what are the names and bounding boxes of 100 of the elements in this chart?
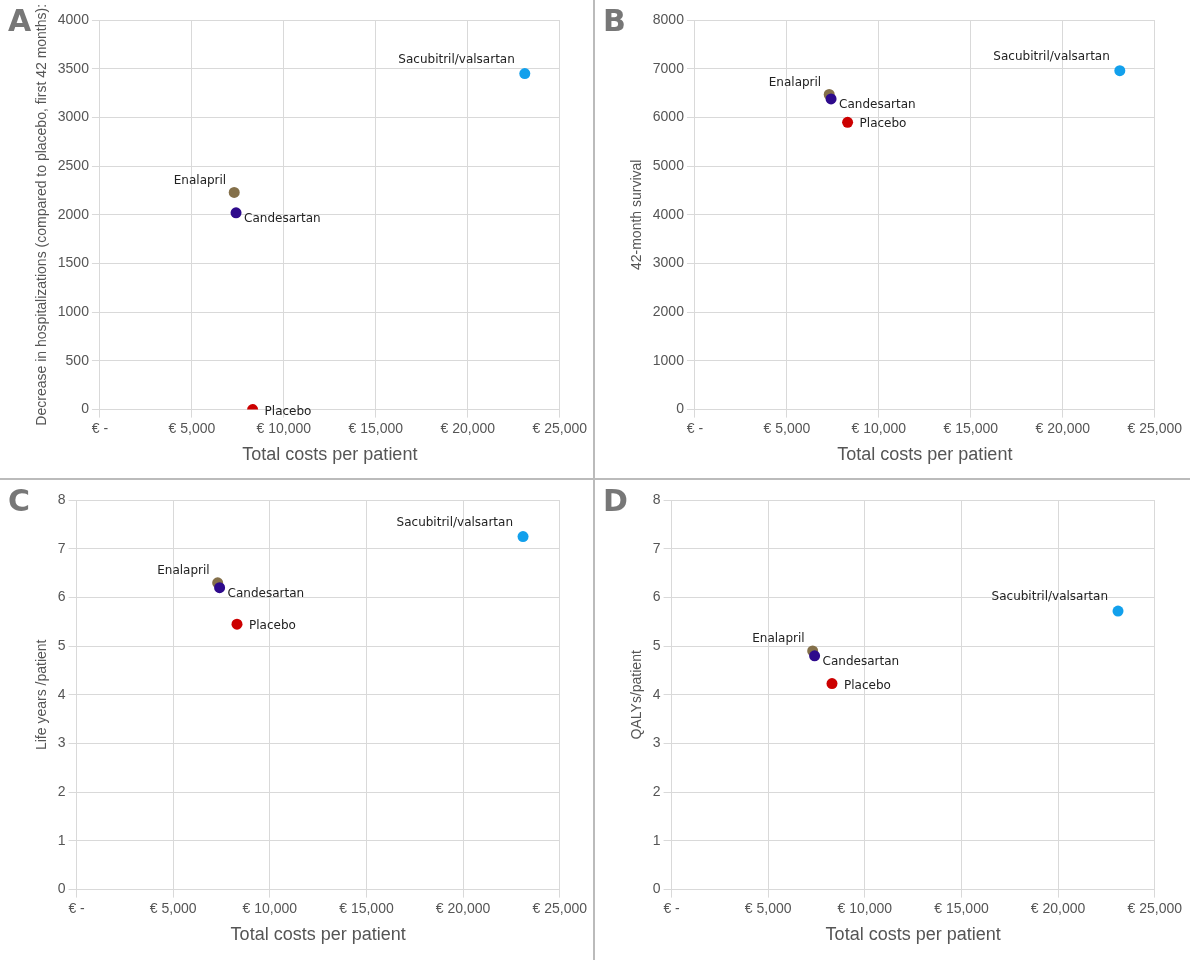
x-tick-label: € 5,000	[744, 899, 792, 916]
y-tick-label: 6	[57, 588, 66, 605]
x-axis-title: Total costs per patient	[230, 924, 406, 945]
x-axis-title: Total costs per patient	[837, 444, 1013, 465]
x-tick-label: € 15,000	[943, 419, 999, 436]
x-tick-label: € -	[91, 419, 109, 436]
y-tick-label: 1500	[57, 254, 90, 271]
x-tick-label: € -	[68, 899, 86, 916]
y-tick-label: 6000	[652, 108, 685, 125]
x-tick-label: € 15,000	[348, 419, 404, 436]
series-label: Sacubitril/valsartan	[993, 48, 1110, 63]
y-tick-label: 3000	[652, 254, 685, 271]
point	[809, 650, 821, 662]
x-tick-label: € 20,000	[1035, 419, 1091, 436]
chart-title: D	[603, 482, 628, 518]
x-tick-label: € 15,000	[339, 899, 394, 916]
y-axis-title: Decrease in hospitalizations (compared to placebo, first 42 months):	[33, 3, 50, 426]
y-tick-label: 3	[57, 734, 66, 751]
y-tick-label: 2000	[652, 303, 685, 320]
series-label: Candesartan	[822, 653, 900, 668]
series-label: Candesartan	[839, 97, 916, 112]
y-tick-label: 4000	[57, 10, 90, 27]
series-label: Sacubitril/valsartan	[396, 514, 514, 529]
y-tick-label: 1000	[57, 303, 90, 320]
point	[230, 207, 242, 219]
series-label: Placebo	[264, 403, 312, 418]
y-tick-label: 5	[652, 636, 661, 653]
y-tick-label: 4	[57, 685, 66, 702]
x-tick-label: € 5,000	[149, 899, 197, 916]
y-tick-label: 8	[652, 490, 661, 507]
point	[517, 531, 529, 543]
y-tick-label: 4000	[652, 205, 685, 222]
point	[825, 93, 837, 105]
x-tick-label: € -	[686, 419, 704, 436]
x-axis-title: Total costs per patient	[825, 924, 1001, 945]
series-label: Candesartan	[227, 585, 305, 600]
y-tick-label: 1000	[652, 351, 685, 368]
x-tick-label: € 10,000	[256, 419, 312, 436]
y-tick-label: 8	[57, 490, 66, 507]
y-tick-label: 0	[652, 880, 661, 897]
y-tick-label: 2000	[57, 205, 90, 222]
y-axis-title: QALYs/patient	[628, 650, 645, 740]
point	[228, 186, 240, 198]
point	[1112, 605, 1124, 617]
y-axis-title: 42-month survival	[628, 159, 645, 271]
y-tick-label: 5000	[652, 156, 685, 173]
y-tick-label: 0	[81, 400, 90, 417]
series-label: Enalapril	[173, 172, 227, 187]
x-tick-label: € 20,000	[435, 899, 491, 916]
chart-title: A	[8, 2, 32, 38]
series-label: Enalapril	[157, 562, 210, 577]
y-tick-label: 2500	[57, 156, 90, 173]
y-tick-label: 500	[65, 351, 90, 368]
y-tick-label: 5	[57, 636, 66, 653]
x-axis-title: Total costs per patient	[242, 444, 418, 465]
x-tick-label: € 25,000	[532, 419, 588, 436]
y-tick-label: 8000	[652, 10, 685, 27]
point	[519, 68, 531, 80]
chart-title: B	[603, 2, 626, 38]
x-tick-label: € 25,000	[1127, 899, 1183, 916]
y-axis-title: Life years /patient	[33, 639, 50, 751]
point	[826, 678, 838, 690]
x-tick-label: € 10,000	[242, 899, 298, 916]
point	[1114, 65, 1126, 77]
y-tick-label: 7	[652, 539, 661, 556]
x-tick-label: € 25,000	[1127, 419, 1183, 436]
point	[231, 618, 243, 630]
y-tick-label: 0	[676, 400, 685, 417]
y-tick-label: 0	[57, 880, 66, 897]
series-label: Placebo	[859, 116, 907, 131]
point	[214, 582, 226, 594]
y-tick-label: 2	[652, 783, 661, 800]
x-tick-label: € 20,000	[1030, 899, 1086, 916]
y-tick-label: 4	[652, 685, 661, 702]
series-label: Enalapril	[768, 74, 822, 89]
y-tick-label: 6	[652, 588, 661, 605]
series-label: Enalapril	[752, 631, 805, 646]
series-label: Placebo	[249, 618, 296, 633]
x-tick-label: € 5,000	[763, 419, 811, 436]
x-tick-label: € 20,000	[440, 419, 496, 436]
x-tick-label: € 15,000	[934, 899, 989, 916]
x-tick-label: € 10,000	[837, 899, 893, 916]
x-tick-label: € -	[663, 899, 681, 916]
x-tick-label: € 25,000	[532, 899, 588, 916]
x-tick-label: € 5,000	[168, 419, 216, 436]
series-label: Sacubitril/valsartan	[398, 51, 515, 66]
y-tick-label: 7000	[652, 59, 685, 76]
y-tick-label: 3	[652, 734, 661, 751]
point	[842, 116, 854, 128]
series-label: Candesartan	[244, 210, 321, 225]
y-tick-label: 2	[57, 783, 66, 800]
series-label: Sacubitril/valsartan	[991, 589, 1109, 604]
y-tick-label: 1	[57, 831, 66, 848]
y-tick-label: 7	[57, 539, 66, 556]
y-tick-label: 3500	[57, 59, 90, 76]
x-tick-label: € 10,000	[851, 419, 907, 436]
chart-title: C	[8, 482, 31, 518]
series-label: Placebo	[844, 677, 891, 692]
y-tick-label: 3000	[57, 108, 90, 125]
y-tick-label: 1	[652, 831, 661, 848]
